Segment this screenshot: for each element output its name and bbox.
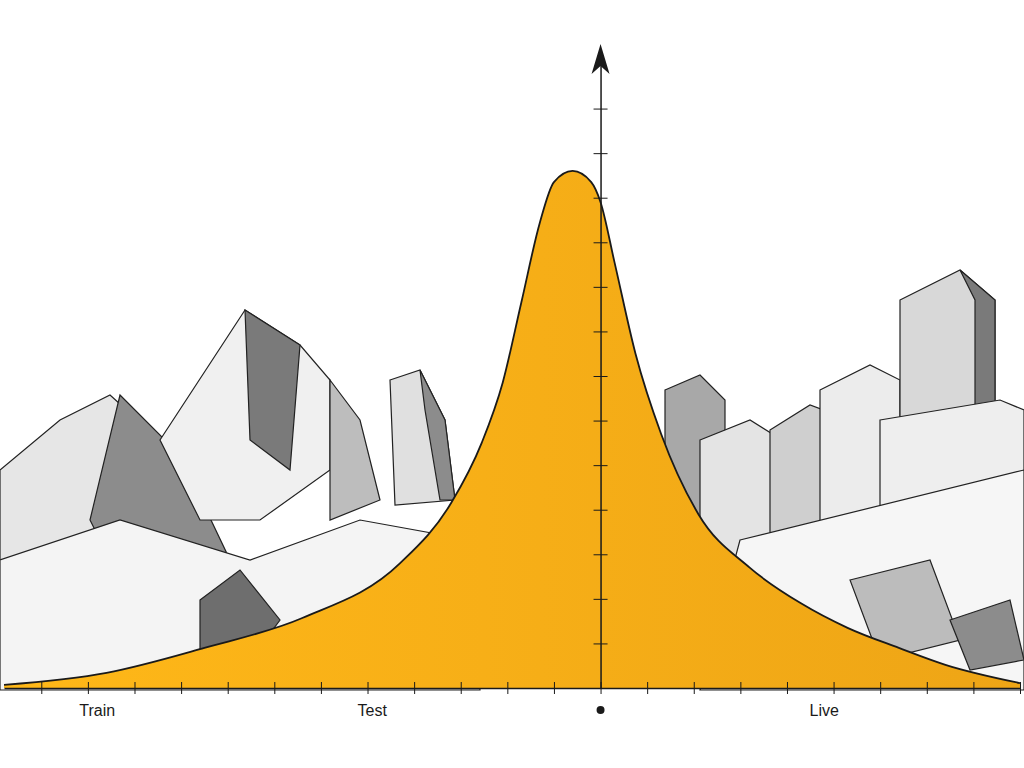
x-tick [181, 682, 182, 694]
y-tick-mark [594, 421, 608, 422]
x-tick-mark [927, 682, 928, 694]
x-tick [694, 682, 695, 694]
x-tick-mark [834, 682, 835, 694]
x-tick-mark [274, 682, 275, 694]
x-tick [507, 682, 508, 694]
x-tick-mark [181, 682, 182, 694]
x-tick-mark [134, 682, 135, 694]
x-tick [554, 682, 555, 694]
y-tick-mark [594, 554, 608, 555]
x-tick-mark [41, 682, 42, 694]
y-tick-mark [594, 510, 608, 511]
axis-arrow [592, 44, 610, 74]
x-tick-mark [1020, 682, 1021, 694]
y-tick [594, 242, 608, 243]
annotation: Train [79, 702, 115, 719]
x-tick [973, 682, 974, 694]
y-tick [594, 109, 608, 110]
x-tick [740, 682, 741, 694]
scenery-shape [330, 380, 380, 520]
x-tick-mark [694, 682, 695, 694]
x-tick [41, 682, 42, 694]
x-tick-mark [973, 682, 974, 694]
y-tick-mark [594, 643, 608, 644]
y-tick-mark [594, 109, 608, 110]
y-tick-mark [594, 153, 608, 154]
annotation: Test [358, 702, 388, 719]
y-tick [594, 510, 608, 511]
origin-dot [597, 706, 605, 714]
y-tick-mark [594, 465, 608, 466]
x-tick-mark [647, 682, 648, 694]
y-tick [594, 554, 608, 555]
x-tick-mark [507, 682, 508, 694]
y-tick-mark [594, 242, 608, 243]
x-tick [787, 682, 788, 694]
x-tick-mark [787, 682, 788, 694]
y-tick-mark [594, 287, 608, 288]
area [4, 171, 1020, 688]
plot-area [4, 171, 1020, 688]
x-tick [228, 682, 229, 694]
x-tick-mark [554, 682, 555, 694]
x-tick-mark [740, 682, 741, 694]
y-axis [594, 65, 608, 689]
y-tick [594, 376, 608, 377]
x-tick [927, 682, 928, 694]
x-tick [88, 682, 89, 694]
x-tick [321, 682, 322, 694]
chart: Train Test Live [0, 0, 1024, 768]
y-tick [594, 331, 608, 332]
x-tick [134, 682, 135, 694]
scenery-shape [160, 310, 330, 520]
x-tick [274, 682, 275, 694]
annotation: Live [810, 702, 839, 719]
scenery-shape [950, 600, 1024, 670]
x-tick [880, 682, 881, 694]
y-tick [594, 287, 608, 288]
x-tick [414, 682, 415, 694]
y-tick [594, 599, 608, 600]
y-tick [594, 465, 608, 466]
y-tick [594, 198, 608, 199]
x-tick-mark [880, 682, 881, 694]
scenery-shape [390, 370, 455, 505]
scenery-shape [245, 310, 300, 470]
x-tick [368, 682, 369, 694]
x-axis-line [5, 688, 1021, 690]
y-tick-mark [594, 599, 608, 600]
y-tick [594, 421, 608, 422]
x-tick [647, 682, 648, 694]
y-tick-mark [594, 331, 608, 332]
curve-line [4, 171, 1020, 685]
x-tick-mark [414, 682, 415, 694]
x-tick-mark [368, 682, 369, 694]
x-tick [834, 682, 835, 694]
annotations: Train Test Live [79, 702, 839, 719]
y-tick [594, 153, 608, 154]
x-tick [1020, 682, 1021, 694]
y-tick-mark [594, 198, 608, 199]
y-tick [594, 643, 608, 644]
x-tick-mark [88, 682, 89, 694]
x-tick-mark [228, 682, 229, 694]
x-tick-mark [321, 682, 322, 694]
y-tick-mark [594, 376, 608, 377]
x-tick [461, 682, 462, 694]
scenery-shape [420, 370, 455, 500]
x-axis [5, 682, 1021, 694]
x-tick-mark [461, 682, 462, 694]
